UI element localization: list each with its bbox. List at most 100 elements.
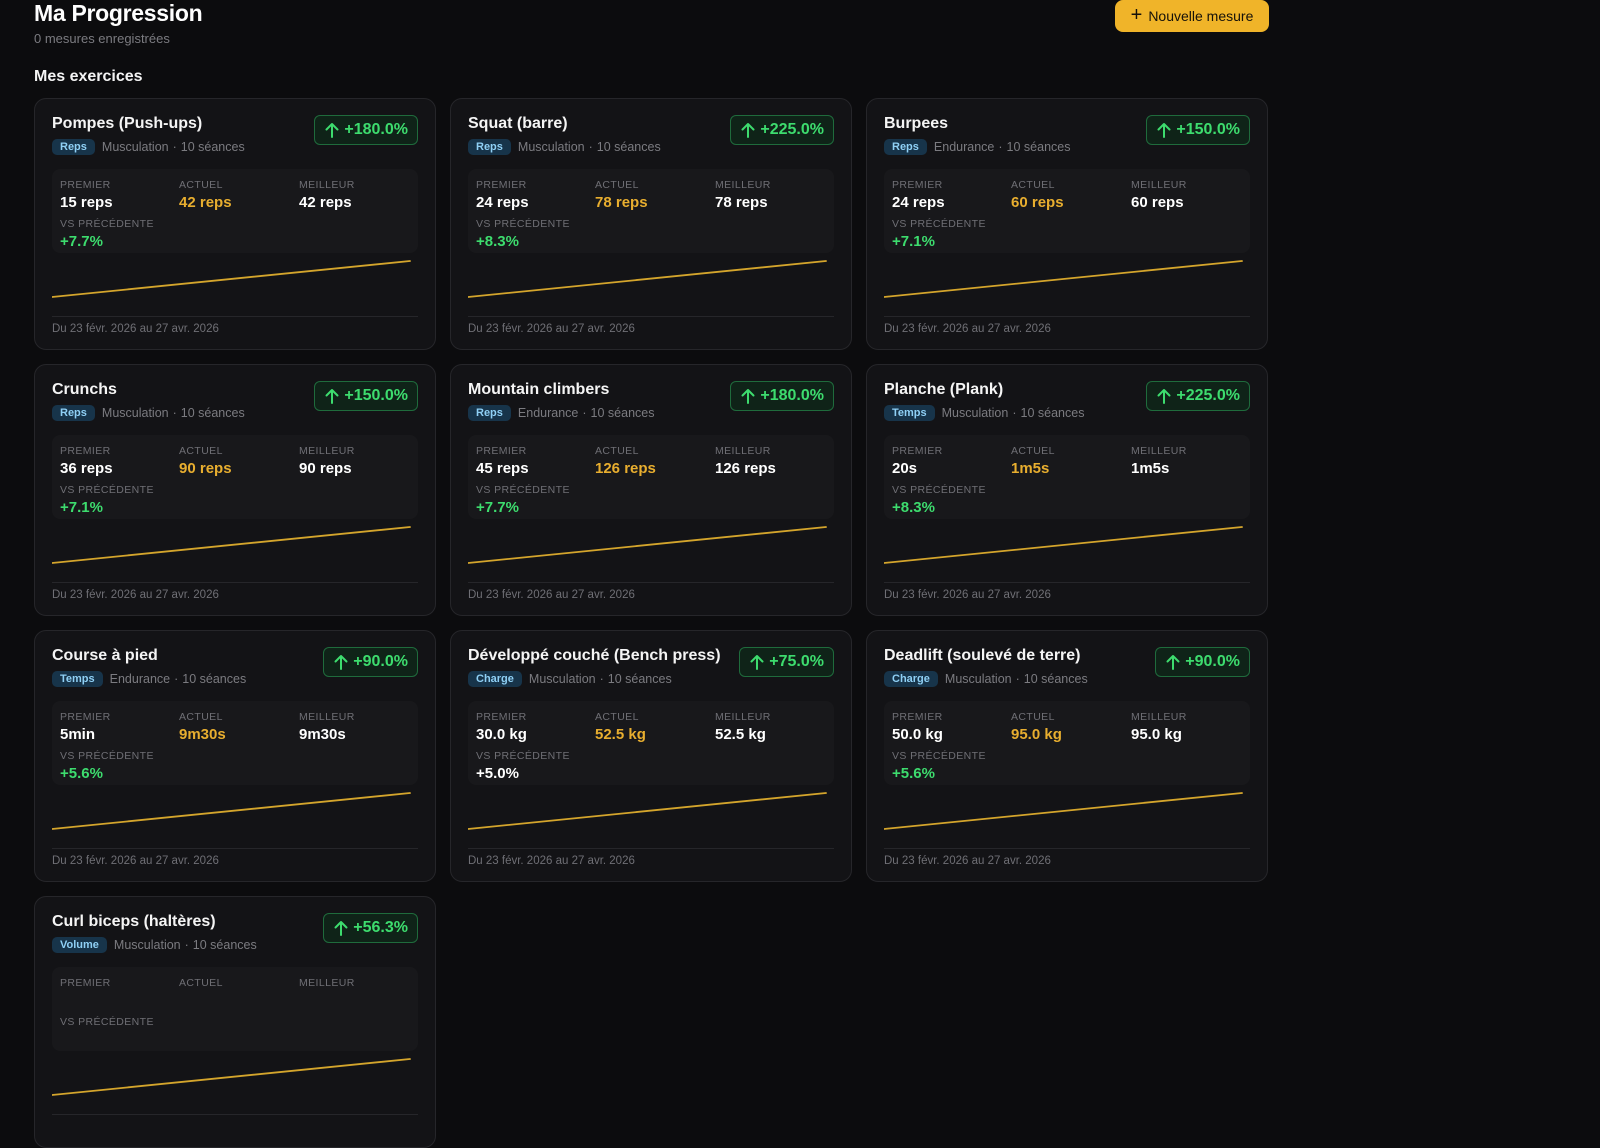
date-range: Du 23 févr. 2026 au 27 avr. 2026: [884, 589, 1051, 601]
plus-icon: +: [1130, 4, 1143, 26]
exercise-card[interactable]: Planche (Plank) Temps Musculation · 10 s…: [866, 364, 1268, 616]
exercise-name: Deadlift (soulevé de terre): [884, 647, 1081, 664]
session-count: 10 séances: [1020, 406, 1085, 420]
stat-current: ACTUEL 78 reps: [595, 179, 648, 211]
exercise-card[interactable]: Course à pied Temps Endurance · 10 séanc…: [34, 630, 436, 882]
stat-current: ACTUEL 126 reps: [595, 445, 656, 477]
progress-value: +90.0%: [1185, 653, 1240, 670]
stat-first: PREMIER 30.0 kg: [476, 711, 527, 743]
stat-previous: VS PRÉCÉDENTE +8.3%: [892, 484, 986, 516]
metric-type-tag: Reps: [468, 139, 511, 155]
metric-type-tag: Temps: [884, 405, 935, 421]
new-measure-label: Nouvelle mesure: [1148, 8, 1254, 24]
date-range: Du 23 févr. 2026 au 27 avr. 2026: [52, 589, 219, 601]
stat-previous-value: +7.7%: [60, 233, 103, 250]
progress-sparkline: [884, 792, 1243, 830]
stat-previous-value: +8.3%: [476, 233, 519, 250]
stat-best: MEILLEUR 52.5 kg: [715, 711, 771, 743]
stat-previous-value: +7.1%: [892, 233, 935, 250]
stat-previous-value: +7.1%: [60, 499, 103, 516]
progress-sparkline: [468, 526, 827, 564]
progress-sparkline: [52, 1058, 411, 1096]
stat-previous-value: +5.6%: [892, 765, 935, 782]
stat-previous: VS PRÉCÉDENTE +7.1%: [892, 218, 986, 250]
progress-badge: +56.3%: [323, 913, 418, 943]
exercise-card[interactable]: Squat (barre) Reps Musculation · 10 séan…: [450, 98, 852, 350]
progress-sparkline: [884, 260, 1243, 298]
stat-current: ACTUEL 9m30s: [179, 711, 226, 743]
exercise-category: Musculation: [101, 140, 169, 154]
stat-best-label: MEILLEUR: [715, 179, 771, 191]
stat-first-value: 50.0 kg: [892, 726, 943, 743]
meta-separator: ·: [599, 672, 604, 686]
stat-best: MEILLEUR 126 reps: [715, 445, 776, 477]
stat-previous-value: +7.7%: [476, 499, 519, 516]
exercise-card[interactable]: Burpees Reps Endurance · 10 séances +150…: [866, 98, 1268, 350]
stat-best-label: MEILLEUR: [299, 711, 355, 723]
card-divider: [468, 848, 834, 849]
stat-best-label: MEILLEUR: [1131, 445, 1187, 457]
exercise-name: Mountain climbers: [468, 381, 610, 398]
progress-badge: +150.0%: [1146, 115, 1250, 145]
arrow-up-icon: [325, 388, 339, 404]
exercise-card[interactable]: Curl biceps (haltères) Volume Musculatio…: [34, 896, 436, 1148]
stat-previous-value: +8.3%: [892, 499, 935, 516]
stat-best-value: 52.5 kg: [715, 726, 766, 743]
progress-sparkline: [52, 526, 411, 564]
metric-type-tag: Reps: [884, 139, 927, 155]
session-count: 10 séances: [1006, 140, 1071, 154]
meta-separator: ·: [1015, 672, 1020, 686]
stat-first: PREMIER: [60, 977, 111, 992]
stat-first: PREMIER 15 reps: [60, 179, 113, 211]
progress-sparkline: [52, 260, 411, 298]
stat-current: ACTUEL 95.0 kg: [1011, 711, 1062, 743]
stat-best-value: 9m30s: [299, 726, 346, 743]
card-divider: [52, 582, 418, 583]
stat-previous-label: VS PRÉCÉDENTE: [60, 1016, 154, 1028]
progress-badge: +90.0%: [323, 647, 418, 677]
stat-first-value: 24 reps: [892, 194, 945, 211]
stat-current-value: 9m30s: [179, 726, 226, 743]
exercise-meta: Volume Musculation · 10 séances: [52, 937, 257, 953]
card-divider: [884, 316, 1250, 317]
stat-first-value: 30.0 kg: [476, 726, 527, 743]
progress-badge: +180.0%: [314, 115, 418, 145]
date-range: Du 23 févr. 2026 au 27 avr. 2026: [468, 589, 635, 601]
date-range: Du 23 févr. 2026 au 27 avr. 2026: [52, 855, 219, 867]
stat-current-label: ACTUEL: [1011, 445, 1055, 457]
stat-first-value: 15 reps: [60, 194, 113, 211]
meta-separator: ·: [184, 938, 189, 952]
stat-best: MEILLEUR 42 reps: [299, 179, 355, 211]
date-range: Du 23 févr. 2026 au 27 avr. 2026: [884, 855, 1051, 867]
new-measure-button[interactable]: + Nouvelle mesure: [1115, 0, 1269, 32]
exercise-card[interactable]: Mountain climbers Reps Endurance · 10 sé…: [450, 364, 852, 616]
date-range: Du 23 févr. 2026 au 27 avr. 2026: [468, 855, 635, 867]
stat-first: PREMIER 5min: [60, 711, 111, 743]
exercise-category: Endurance: [109, 672, 171, 686]
exercise-card[interactable]: Développé couché (Bench press) Charge Mu…: [450, 630, 852, 882]
sparkline-path: [884, 260, 1243, 298]
stat-first-label: PREMIER: [892, 445, 943, 457]
stat-current: ACTUEL: [179, 977, 223, 992]
stats-panel: PREMIER 20s ACTUEL 1m5s MEILLEUR 1m5s VS…: [884, 435, 1250, 519]
progress-badge: +180.0%: [730, 381, 834, 411]
stat-previous-label: VS PRÉCÉDENTE: [476, 750, 570, 762]
exercise-category: Musculation: [944, 672, 1012, 686]
exercise-meta: Reps Musculation · 10 séances: [52, 405, 245, 421]
session-count: 10 séances: [182, 672, 247, 686]
exercise-card[interactable]: Crunchs Reps Musculation · 10 séances +1…: [34, 364, 436, 616]
stat-best: MEILLEUR 90 reps: [299, 445, 355, 477]
exercise-card[interactable]: Deadlift (soulevé de terre) Charge Muscu…: [866, 630, 1268, 882]
stat-current: ACTUEL 90 reps: [179, 445, 232, 477]
metric-type-tag: Charge: [884, 671, 938, 687]
stat-current-value: 95.0 kg: [1011, 726, 1062, 743]
stat-first-label: PREMIER: [892, 711, 943, 723]
stat-first: PREMIER 24 reps: [476, 179, 529, 211]
meta-separator: ·: [582, 406, 587, 420]
stat-best-value: 95.0 kg: [1131, 726, 1182, 743]
exercise-meta: Temps Endurance · 10 séances: [52, 671, 246, 687]
stat-best: MEILLEUR 9m30s: [299, 711, 355, 743]
exercise-category: Musculation: [941, 406, 1009, 420]
exercise-card[interactable]: Pompes (Push-ups) Reps Musculation · 10 …: [34, 98, 436, 350]
stat-first-value: 20s: [892, 460, 918, 477]
